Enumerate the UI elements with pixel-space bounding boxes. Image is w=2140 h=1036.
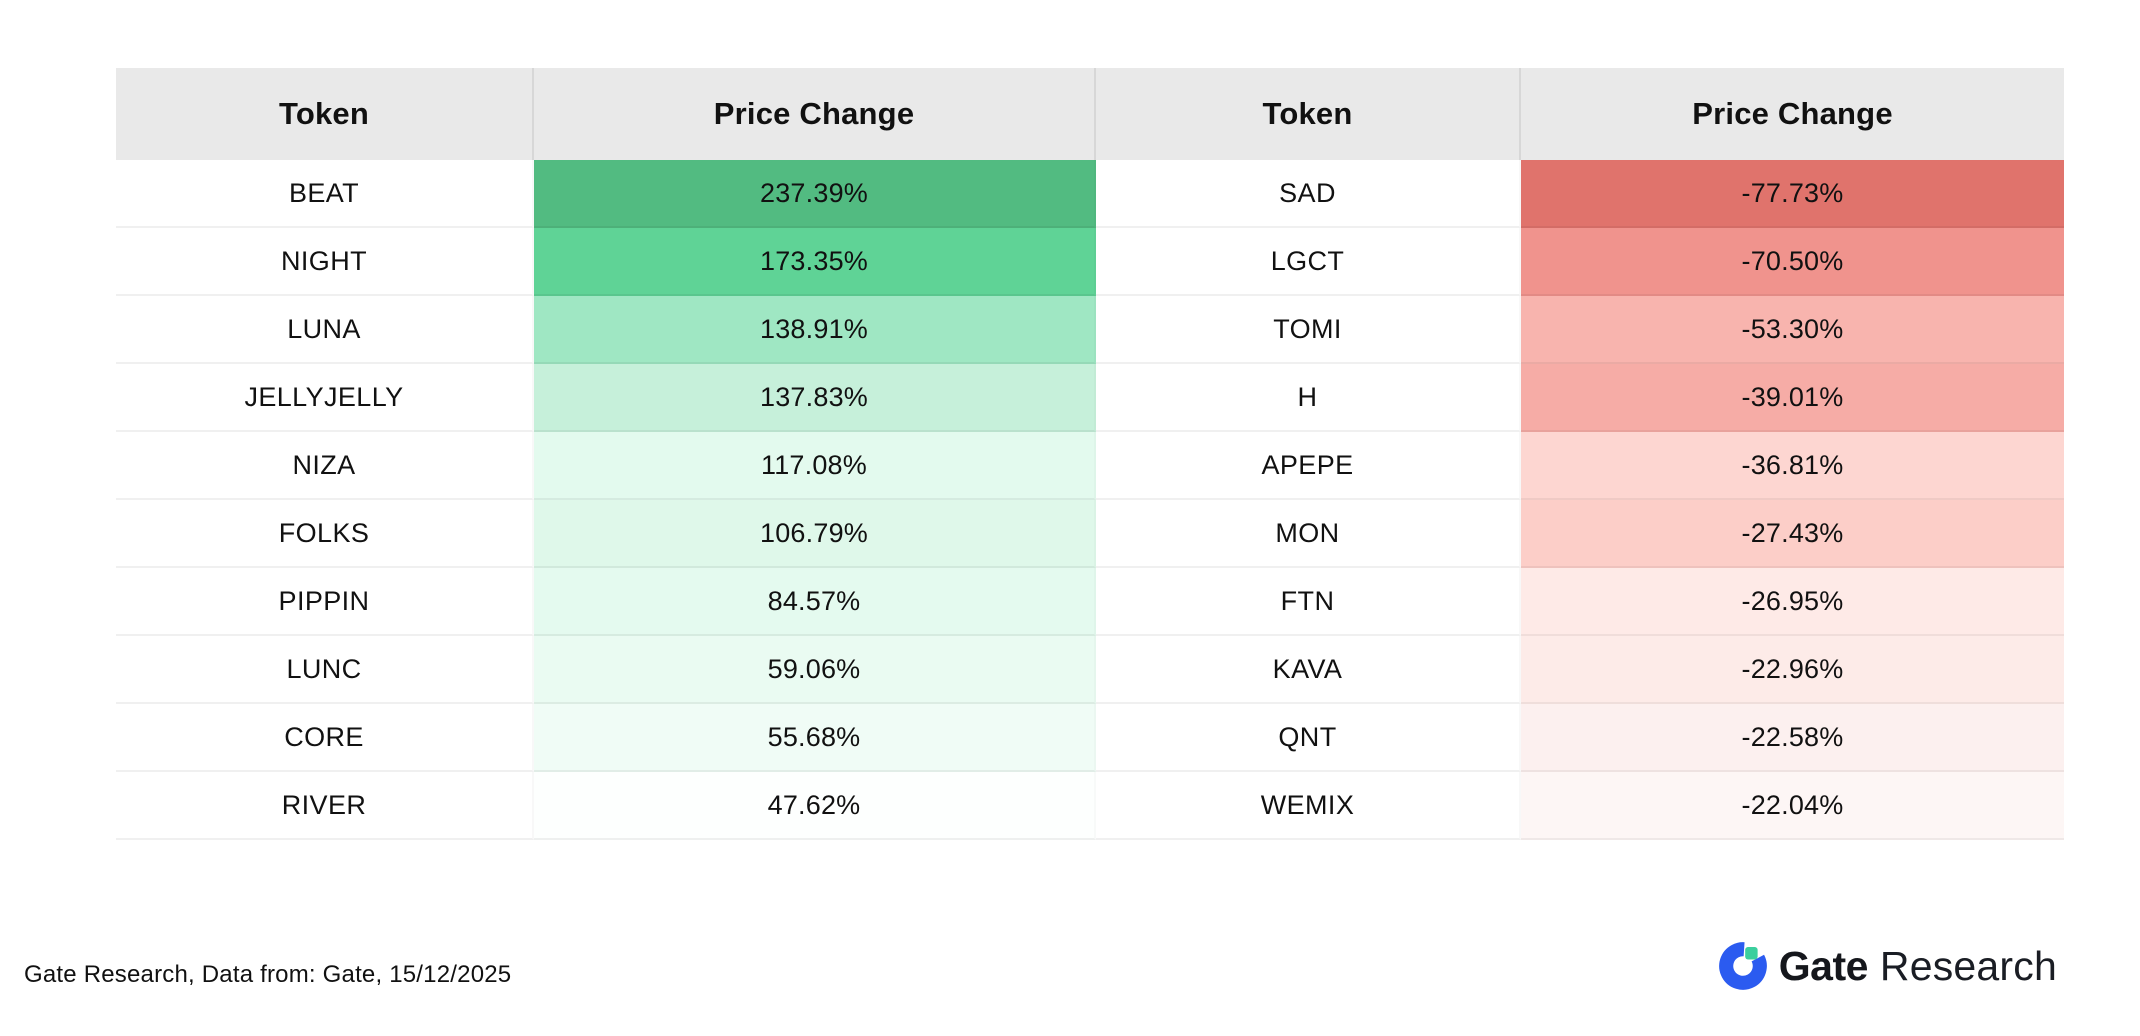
token-cell: NIGHT (116, 228, 534, 296)
token-cell: APEPE (1096, 432, 1521, 500)
price-change-cell: 106.79% (534, 500, 1096, 568)
column-header-price-left: Price Change (534, 68, 1096, 160)
logo-brand-text: Gate (1778, 942, 1869, 989)
token-cell: MON (1096, 500, 1521, 568)
price-change-cell: 138.91% (534, 296, 1096, 364)
token-cell: KAVA (1096, 636, 1521, 704)
token-cell: TOMI (1096, 296, 1521, 364)
token-cell: QNT (1096, 704, 1521, 772)
token-cell: WEMIX (1096, 772, 1521, 840)
token-cell: PIPPIN (116, 568, 534, 636)
price-change-cell: 47.62% (534, 772, 1096, 840)
gate-research-logo: Gate Research (1717, 939, 2057, 993)
token-cell: FTN (1096, 568, 1521, 636)
token-cell: FOLKS (116, 500, 534, 568)
price-change-cell: -39.01% (1521, 364, 2064, 432)
price-change-cell: -77.73% (1521, 160, 2064, 228)
logo-suffix-text: Research (1879, 942, 2057, 989)
gate-logo-icon (1718, 942, 1767, 990)
token-cell: LUNA (116, 296, 534, 364)
column-header-price-right: Price Change (1521, 68, 2064, 160)
token-cell: H (1096, 364, 1521, 432)
price-change-cell: -53.30% (1521, 296, 2064, 364)
column-header-token-right: Token (1096, 68, 1521, 160)
source-note: Gate Research, Data from: Gate, 15/12/20… (24, 961, 512, 988)
price-change-cell: -22.96% (1521, 636, 2064, 704)
price-change-cell: 59.06% (534, 636, 1096, 704)
token-cell: CORE (116, 704, 534, 772)
token-cell: SAD (1096, 160, 1521, 228)
token-cell: JELLYJELLY (116, 364, 534, 432)
price-change-cell: 173.35% (534, 228, 1096, 296)
column-header-token-left: Token (116, 68, 534, 160)
price-change-cell: -22.58% (1521, 704, 2064, 772)
price-change-cell: 137.83% (534, 364, 1096, 432)
price-change-cell: 55.68% (534, 704, 1096, 772)
price-change-cell: -70.50% (1521, 228, 2064, 296)
token-cell: LGCT (1096, 228, 1521, 296)
price-change-cell: 237.39% (534, 160, 1096, 228)
price-change-cell: -27.43% (1521, 500, 2064, 568)
price-change-cell: 84.57% (534, 568, 1096, 636)
price-change-cell: -22.04% (1521, 772, 2064, 840)
token-cell: BEAT (116, 160, 534, 228)
token-cell: NIZA (116, 432, 534, 500)
price-change-cell: -36.81% (1521, 432, 2064, 500)
price-change-cell: 117.08% (534, 432, 1096, 500)
price-change-cell: -26.95% (1521, 568, 2064, 636)
token-cell: RIVER (116, 772, 534, 840)
price-change-table: Token Price Change Token Price Change BE… (116, 68, 2064, 840)
token-cell: LUNC (116, 636, 534, 704)
